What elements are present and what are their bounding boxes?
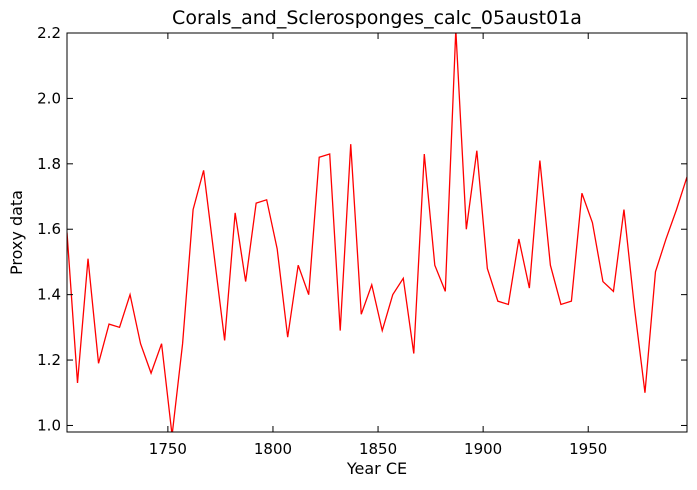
tick-layer: 1750 1800 1850 1900 1950 1.0 1.2 1.4 1.6 1.8 2.0 2.… — [37, 24, 687, 458]
x-tick-label: 1750 — [149, 440, 187, 458]
chart-title: Corals_and_Sclerosponges_calc_05aust01a — [172, 7, 582, 29]
x-axis-label: Year CE — [346, 459, 407, 478]
series-layer — [67, 33, 687, 432]
series-line — [67, 33, 687, 432]
x-tick-label: 1950 — [569, 440, 607, 458]
x-tick-label: 1850 — [359, 440, 397, 458]
y-tick-label: 2.2 — [37, 24, 61, 42]
y-tick-label: 2.0 — [37, 89, 61, 107]
y-tick-label: 1.6 — [37, 220, 61, 238]
y-tick-label: 1.2 — [37, 351, 61, 369]
y-tick-label: 1.4 — [37, 286, 61, 304]
y-tick-label: 1.0 — [37, 416, 61, 434]
x-tick-label: 1900 — [464, 440, 502, 458]
plot-frame — [66, 32, 688, 433]
x-tick-label: 1800 — [254, 440, 292, 458]
y-axis-label: Proxy data — [7, 190, 26, 275]
y-tick-label: 1.8 — [37, 155, 61, 173]
